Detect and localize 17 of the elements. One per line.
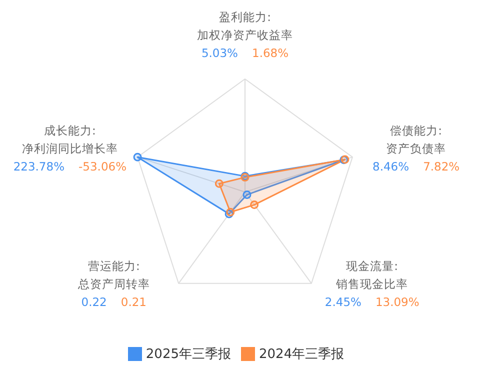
spoke-label: 营运能力: 总资产周转率 xyxy=(76,258,150,291)
text: 1.68% xyxy=(252,46,289,60)
text: -53.06% xyxy=(78,160,127,174)
text: 2.45% xyxy=(324,294,362,309)
spoke-label: 成长能力: 净利润同比增长率 xyxy=(22,124,118,156)
spoke-label: 偿债能力: 资产负债率 xyxy=(386,124,446,156)
text: 223.78% xyxy=(13,160,65,174)
text: 0.22 xyxy=(81,294,107,309)
text: 8.46% xyxy=(372,160,410,174)
spoke-label: 盈利能力: 加权净资产收益率 xyxy=(197,10,293,42)
legend-label: 2025年三季报 xyxy=(146,347,231,362)
legend-label: 2024年三季报 xyxy=(259,347,344,362)
text: 0.21 xyxy=(120,294,146,309)
text: 5.03% xyxy=(201,46,238,60)
spoke-label: 现金流量: 销售现金比率 xyxy=(335,258,408,291)
text: 7.82% xyxy=(423,160,460,174)
text: 13.09% xyxy=(375,294,420,309)
